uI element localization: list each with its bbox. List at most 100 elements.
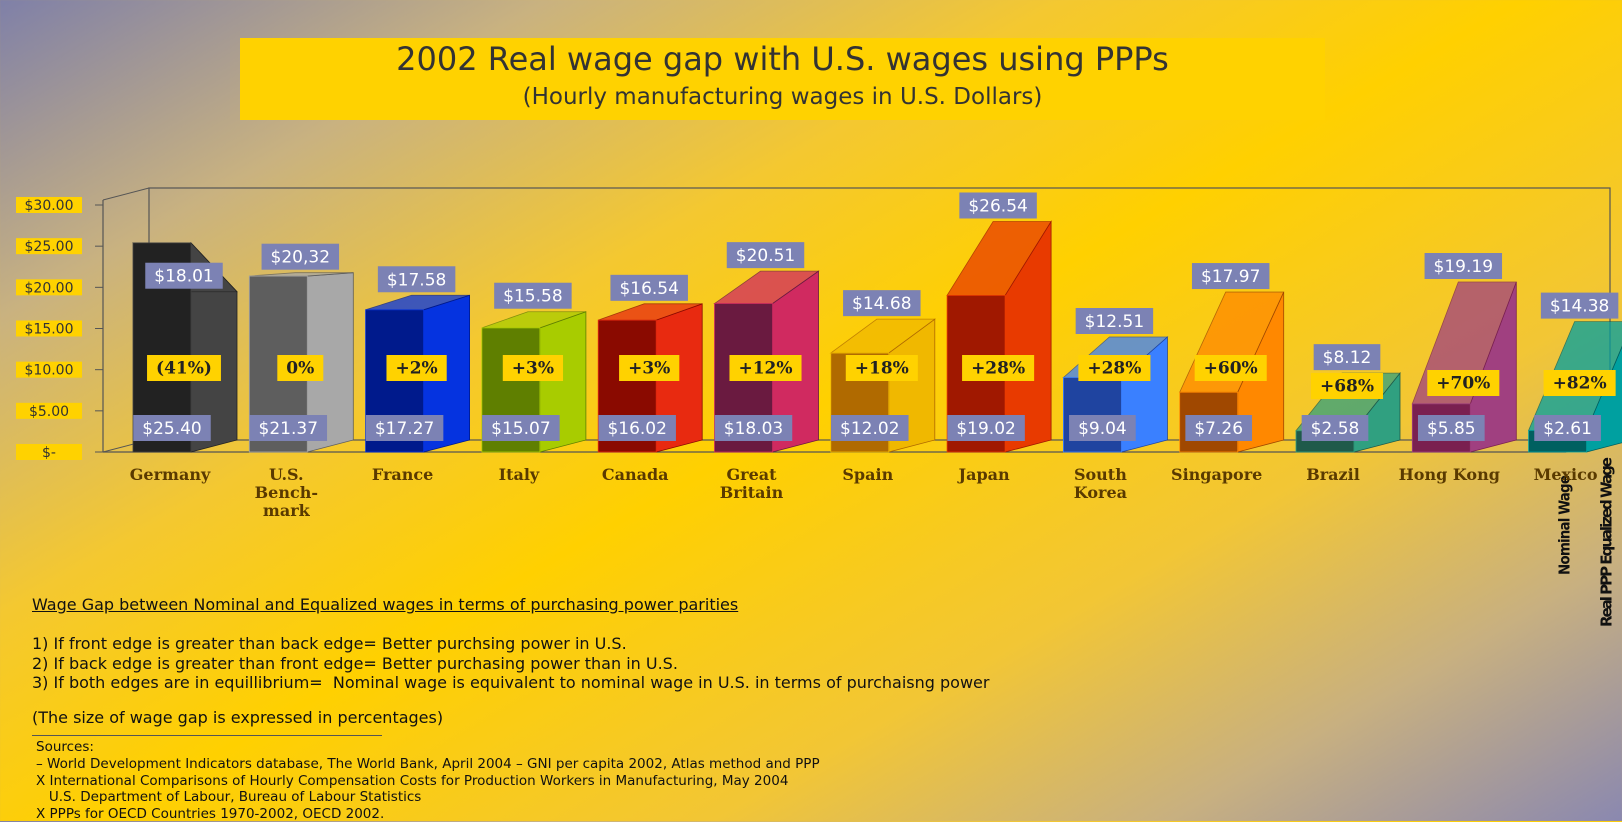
x-tick-label: U.S. Bench- mark xyxy=(254,465,318,520)
gap-label: 0% xyxy=(286,359,314,379)
x-tick-label: Italy xyxy=(498,465,540,484)
gap-label-box xyxy=(1078,355,1151,381)
value-label: $8.12 xyxy=(1323,348,1372,368)
value-label: $9.04 xyxy=(1078,419,1127,439)
value-label-box xyxy=(261,243,340,270)
y-tick-box xyxy=(16,444,82,460)
chart-title: 2002 Real wage gap with U.S. wages using… xyxy=(396,40,1169,78)
gap-label: +70% xyxy=(1436,374,1490,394)
gap-label: +2% xyxy=(395,359,437,379)
value-label: $5.85 xyxy=(1427,419,1476,439)
y-tick-label: $30.00 xyxy=(25,198,74,214)
x-tick-label: Germany xyxy=(129,465,211,484)
gap-label-box xyxy=(1543,370,1616,396)
x-tick-label: Singapore xyxy=(1171,465,1263,484)
value-label-box xyxy=(843,290,921,317)
source-line: X International Comparisons of Hourly Co… xyxy=(36,772,789,789)
value-label: $7.26 xyxy=(1194,419,1243,439)
value-label-box xyxy=(959,192,1037,219)
value-label-box xyxy=(377,266,456,293)
gap-label: (41%) xyxy=(156,359,212,379)
y-tick-label: $20.00 xyxy=(25,280,74,296)
value-label: $15.07 xyxy=(491,419,550,439)
value-label-box xyxy=(1075,308,1154,335)
source-line: – World Development Indicators database,… xyxy=(36,755,820,772)
notes-heading: Wage Gap between Nominal and Equalized w… xyxy=(32,595,739,614)
gap-label: +18% xyxy=(855,359,909,379)
value-label: $25.40 xyxy=(142,419,201,439)
y-tick-label: $15.00 xyxy=(25,322,74,338)
value-label-box xyxy=(1534,415,1601,441)
gap-label: +12% xyxy=(738,359,792,379)
source-line: U.S. Department of Labour, Bureau of Lab… xyxy=(36,789,422,806)
value-label: $15.58 xyxy=(503,287,562,307)
value-label: $18.01 xyxy=(154,267,213,287)
gap-label-box xyxy=(729,355,802,381)
gap-label-box xyxy=(277,355,324,381)
value-label: $2.61 xyxy=(1543,419,1592,439)
value-label: $14.68 xyxy=(852,294,911,314)
gap-label: +3% xyxy=(512,359,554,379)
y-tick-box xyxy=(16,402,82,419)
x-tick-label: Japan xyxy=(958,465,1010,484)
value-label-box xyxy=(494,282,572,309)
value-label-box xyxy=(726,242,805,269)
value-label-box xyxy=(133,415,211,441)
value-label: $20,32 xyxy=(271,248,330,268)
note-line: 3) If both edges are in equillibrium= No… xyxy=(32,673,990,692)
value-label-box xyxy=(365,415,444,441)
floor-edge xyxy=(102,187,150,201)
value-label-box xyxy=(598,415,676,441)
value-label: $12.02 xyxy=(840,419,899,439)
value-label: $16.54 xyxy=(619,279,678,299)
value-label-box xyxy=(831,415,909,441)
x-tick-label: South Korea xyxy=(1073,465,1127,502)
legend-label: Real PPP Equalized Wage xyxy=(1598,457,1616,627)
value-label: $14.38 xyxy=(1550,297,1609,317)
value-label: $26.54 xyxy=(968,196,1027,216)
x-tick-label: Brazil xyxy=(1306,465,1360,484)
y-tick-box xyxy=(16,238,82,255)
value-label-box xyxy=(947,415,1025,441)
note-line: 2) If back edge is greater than front ed… xyxy=(32,653,678,673)
gap-label: +82% xyxy=(1553,374,1607,394)
gap-label-box xyxy=(845,355,918,381)
note-line: 1) If front edge is greater than back ed… xyxy=(32,634,627,653)
separator xyxy=(32,735,382,736)
value-label-box xyxy=(1185,415,1253,441)
value-label-box xyxy=(714,415,793,441)
value-label: $17.58 xyxy=(387,270,446,290)
source-line: Sources: xyxy=(36,739,94,755)
value-label-box xyxy=(1301,415,1369,441)
value-label: $2.58 xyxy=(1311,419,1360,439)
y-tick-label: $- xyxy=(42,445,56,461)
gap-label: +28% xyxy=(1087,359,1141,379)
gap-label-box xyxy=(619,355,680,381)
x-tick-label: Mexico xyxy=(1533,465,1598,484)
gap-label-box xyxy=(1310,373,1384,399)
y-tick-box xyxy=(16,279,82,296)
gap-label: +28% xyxy=(971,359,1025,379)
y-tick-box xyxy=(16,197,82,213)
value-label-box xyxy=(610,274,688,301)
gap-label-box xyxy=(962,355,1035,381)
value-label: $20.51 xyxy=(736,246,795,266)
gap-label-box xyxy=(147,355,221,381)
x-tick-label: Hong Kong xyxy=(1398,465,1500,484)
value-label-box xyxy=(1540,292,1619,319)
y-tick-label: $5.00 xyxy=(29,404,69,420)
value-label: $17.97 xyxy=(1201,267,1260,287)
gap-label-box xyxy=(386,355,447,381)
value-label: $18.03 xyxy=(724,419,783,439)
value-label: $19.02 xyxy=(956,419,1015,439)
y-tick-box xyxy=(16,361,82,378)
gap-label: +3% xyxy=(628,359,670,379)
gap-label: +60% xyxy=(1204,359,1258,379)
value-label-box xyxy=(1313,344,1381,371)
value-label: $19.19 xyxy=(1434,257,1493,277)
value-label: $17.27 xyxy=(375,419,434,439)
value-label-box xyxy=(482,415,560,441)
x-tick-label: France xyxy=(371,465,434,484)
gap-label-box xyxy=(1427,370,1500,396)
